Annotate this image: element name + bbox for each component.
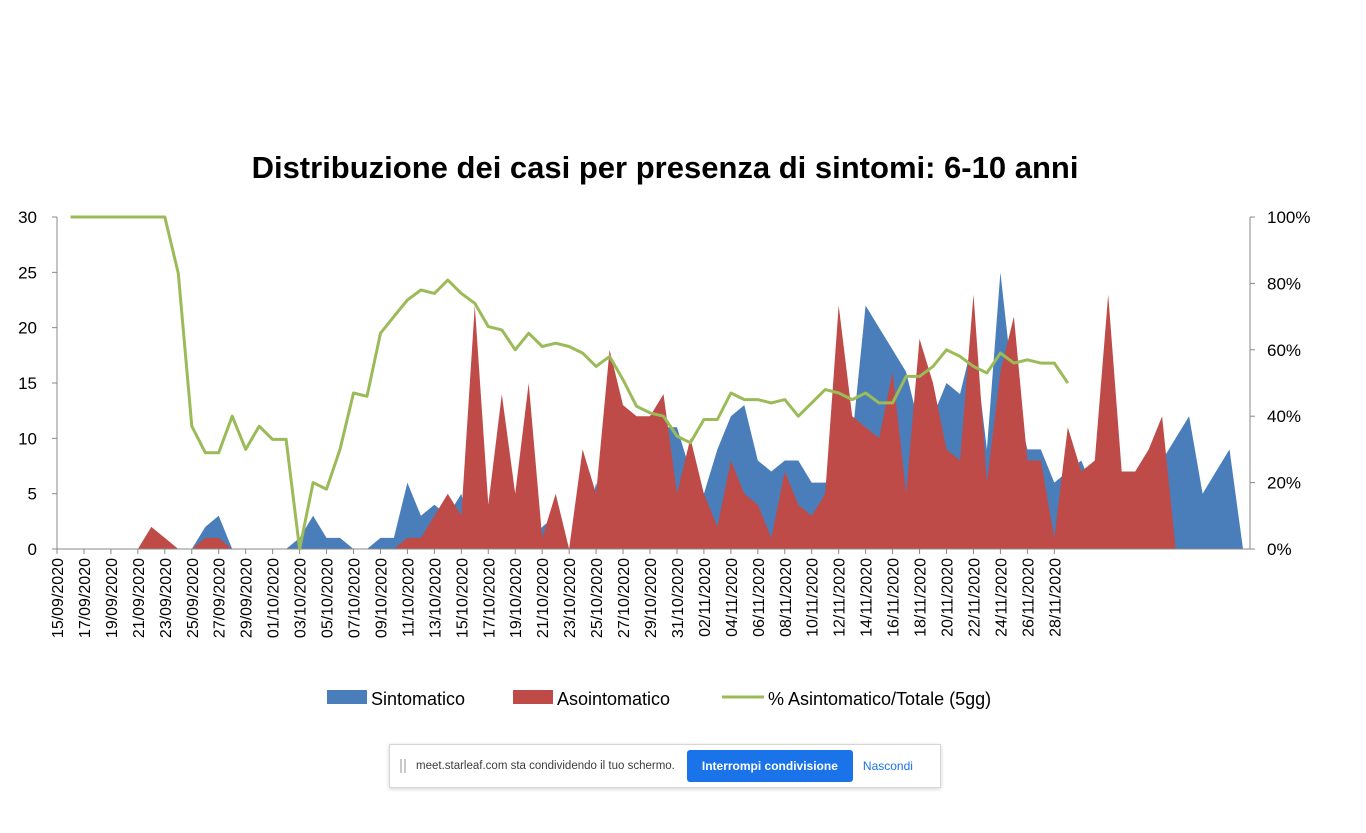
x-tick-label: 26/11/2020 bbox=[1020, 558, 1037, 637]
x-tick-label: 05/10/2020 bbox=[320, 558, 337, 638]
x-tick-label: 10/11/2020 bbox=[805, 558, 822, 637]
x-tick-label: 23/09/2020 bbox=[158, 558, 175, 638]
x-tick-label: 20/11/2020 bbox=[940, 558, 957, 637]
screen-share-bar: meet.starleaf.com sta condividendo il tu… bbox=[389, 744, 941, 788]
x-tick-label: 02/11/2020 bbox=[697, 558, 714, 637]
x-tick-label: 23/10/2020 bbox=[562, 558, 579, 638]
y2-tick-label: 20% bbox=[1267, 474, 1301, 493]
x-tick-label: 18/11/2020 bbox=[913, 558, 930, 637]
y2-tick-label: 40% bbox=[1267, 407, 1301, 426]
y2-tick-label: 0% bbox=[1267, 540, 1292, 559]
legend-label-asintomatico: Asointomatico bbox=[557, 689, 670, 709]
y-tick-label: 25 bbox=[18, 263, 37, 282]
x-tick-label: 21/09/2020 bbox=[131, 558, 148, 638]
x-tick-label: 11/10/2020 bbox=[400, 558, 417, 637]
x-tick-label: 13/10/2020 bbox=[427, 558, 444, 638]
line-percentuale bbox=[70, 215, 1070, 551]
y-tick-label: 15 bbox=[18, 374, 37, 393]
y-tick-label: 5 bbox=[28, 485, 37, 504]
x-tick-label: 15/09/2020 bbox=[50, 558, 67, 638]
x-tick-label: 03/10/2020 bbox=[293, 558, 310, 638]
y-tick-label: 30 bbox=[18, 208, 37, 227]
x-tick-label: 17/09/2020 bbox=[77, 558, 94, 638]
stop-sharing-button[interactable]: Interrompi condivisione bbox=[686, 750, 853, 782]
x-tick-label: 04/11/2020 bbox=[724, 558, 741, 637]
x-tick-label: 28/11/2020 bbox=[1047, 558, 1064, 637]
x-tick-label: 27/10/2020 bbox=[616, 558, 633, 638]
legend: Sintomatico Asointomatico % Asintomatico… bbox=[327, 689, 991, 709]
chart-title: Distribuzione dei casi per presenza di s… bbox=[252, 150, 1079, 185]
x-tick-label: 14/11/2020 bbox=[859, 558, 876, 637]
x-tick-label: 25/10/2020 bbox=[589, 558, 606, 638]
legend-swatch-asintomatico bbox=[513, 690, 553, 704]
x-tick-label: 16/11/2020 bbox=[886, 558, 903, 637]
x-tick-label: 15/10/2020 bbox=[454, 558, 471, 638]
y2-tick-label: 80% bbox=[1267, 274, 1301, 293]
x-tick-label: 08/11/2020 bbox=[778, 558, 795, 637]
x-tick-label: 01/10/2020 bbox=[266, 558, 283, 638]
x-tick-label: 29/09/2020 bbox=[239, 558, 256, 638]
area-asintomatico bbox=[57, 294, 1243, 549]
x-tick-label: 24/11/2020 bbox=[993, 558, 1010, 637]
hide-button[interactable]: Nascondi bbox=[862, 759, 913, 773]
x-tick-label: 09/10/2020 bbox=[373, 558, 390, 638]
x-tick-label: 12/11/2020 bbox=[832, 558, 849, 637]
x-tick-label: 06/11/2020 bbox=[751, 558, 768, 637]
x-tick-label: 17/10/2020 bbox=[481, 558, 498, 638]
x-tick-label: 19/10/2020 bbox=[508, 558, 525, 638]
x-tick-label: 31/10/2020 bbox=[670, 558, 687, 638]
x-tick-label: 25/09/2020 bbox=[185, 558, 202, 638]
y-tick-label: 10 bbox=[18, 429, 37, 448]
y2-tick-label: 100% bbox=[1267, 208, 1310, 227]
x-tick-label: 29/10/2020 bbox=[643, 558, 660, 638]
x-tick-label: 27/09/2020 bbox=[212, 558, 229, 638]
x-tick-label: 21/10/2020 bbox=[535, 558, 552, 638]
legend-swatch-sintomatico bbox=[327, 690, 367, 704]
drag-handle-icon[interactable] bbox=[400, 759, 408, 773]
y2-tick-label: 60% bbox=[1267, 341, 1301, 360]
x-tick-label: 22/11/2020 bbox=[966, 558, 983, 637]
plot-area: 0 5 10 15 20 25 30 0% 20% 40% 60% 80% 100% 15/09/2020… bbox=[18, 208, 1310, 638]
x-tick-label: 07/10/2020 bbox=[347, 558, 364, 638]
legend-label-percentuale: % Asintomatico/Totale (5gg) bbox=[768, 689, 991, 709]
share-message: meet.starleaf.com sta condividendo il tu… bbox=[416, 760, 675, 772]
y-tick-label: 0 bbox=[28, 540, 37, 559]
y-tick-label: 20 bbox=[18, 319, 37, 338]
x-tick-label: 19/09/2020 bbox=[104, 558, 121, 638]
legend-label-sintomatico: Sintomatico bbox=[371, 689, 465, 709]
